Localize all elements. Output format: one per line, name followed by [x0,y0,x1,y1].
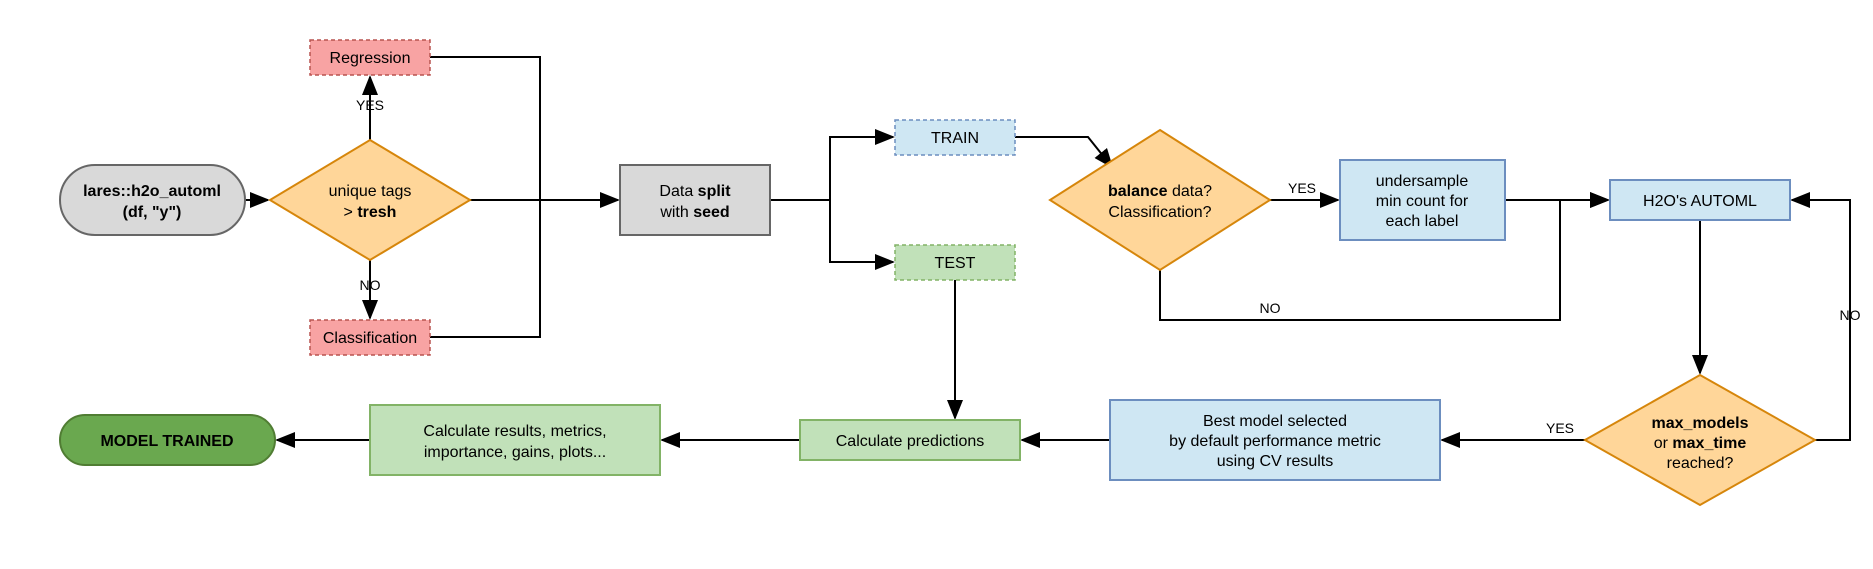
svg-text:Classification: Classification [323,330,417,347]
svg-text:lares::h2o_automl: lares::h2o_automl [83,183,221,200]
label-yes-2: YES [1288,180,1316,196]
edge-classification-merge [430,200,540,337]
node-undersample: undersample min count for each label [1340,160,1505,240]
svg-text:Calculate results, metrics,: Calculate results, metrics, [423,423,606,440]
svg-text:min count for: min count for [1376,193,1469,210]
edge-split-to-train [770,137,893,200]
svg-text:Calculate predictions: Calculate predictions [836,433,985,450]
label-no-2: NO [1260,300,1281,316]
svg-text:Best model selected: Best model selected [1203,413,1347,430]
svg-text:Data split: Data split [659,183,731,200]
node-end: MODEL TRAINED [60,415,275,465]
node-decision-max: max_models or max_time reached? [1585,375,1815,505]
svg-text:balance data?: balance data? [1108,183,1212,200]
svg-text:by default performance metric: by default performance metric [1169,433,1381,450]
svg-text:each label: each label [1386,213,1459,230]
edge-regression-merge [430,57,540,200]
node-calcresults: Calculate results, metrics, importance, … [370,405,660,475]
node-train: TRAIN [895,120,1015,155]
node-decision-balance: balance data? Classification? [1050,130,1270,270]
svg-text:undersample: undersample [1376,173,1469,190]
label-no-1: NO [360,277,381,293]
svg-text:reached?: reached? [1667,455,1734,472]
label-no-3: NO [1840,307,1861,323]
node-start: lares::h2o_automl (df, "y") [60,165,245,235]
svg-text:TEST: TEST [935,255,976,272]
node-regression: Regression [310,40,430,75]
label-yes-1: YES [356,97,384,113]
node-calcpred: Calculate predictions [800,420,1020,460]
svg-text:TRAIN: TRAIN [931,130,979,147]
svg-text:H2O's AUTOML: H2O's AUTOML [1643,193,1757,210]
edge-train-to-balance [1015,137,1112,167]
node-h2o-automl: H2O's AUTOML [1610,180,1790,220]
node-decision-tresh: unique tags > tresh [270,140,470,260]
svg-text:with seed: with seed [659,204,729,221]
svg-text:> tresh: > tresh [344,204,397,221]
svg-text:or max_time: or max_time [1654,435,1747,452]
svg-text:Classification?: Classification? [1108,204,1211,221]
svg-text:using CV results: using CV results [1217,453,1334,470]
svg-text:importance, gains, plots...: importance, gains, plots... [424,444,606,461]
svg-text:Regression: Regression [330,50,411,67]
node-datasplit: Data split with seed [620,165,770,235]
node-classification: Classification [310,320,430,355]
svg-text:unique tags: unique tags [329,183,412,200]
flowchart-canvas: YES NO YES NO NO YES lares::h2o_automl [0,0,1873,569]
node-bestmodel: Best model selected by default performan… [1110,400,1440,480]
node-test: TEST [895,245,1015,280]
svg-text:MODEL TRAINED: MODEL TRAINED [100,433,233,450]
svg-text:(df, "y"): (df, "y") [123,204,182,221]
label-yes-3: YES [1546,420,1574,436]
svg-text:max_models: max_models [1652,415,1749,432]
edge-split-to-test [770,200,893,262]
